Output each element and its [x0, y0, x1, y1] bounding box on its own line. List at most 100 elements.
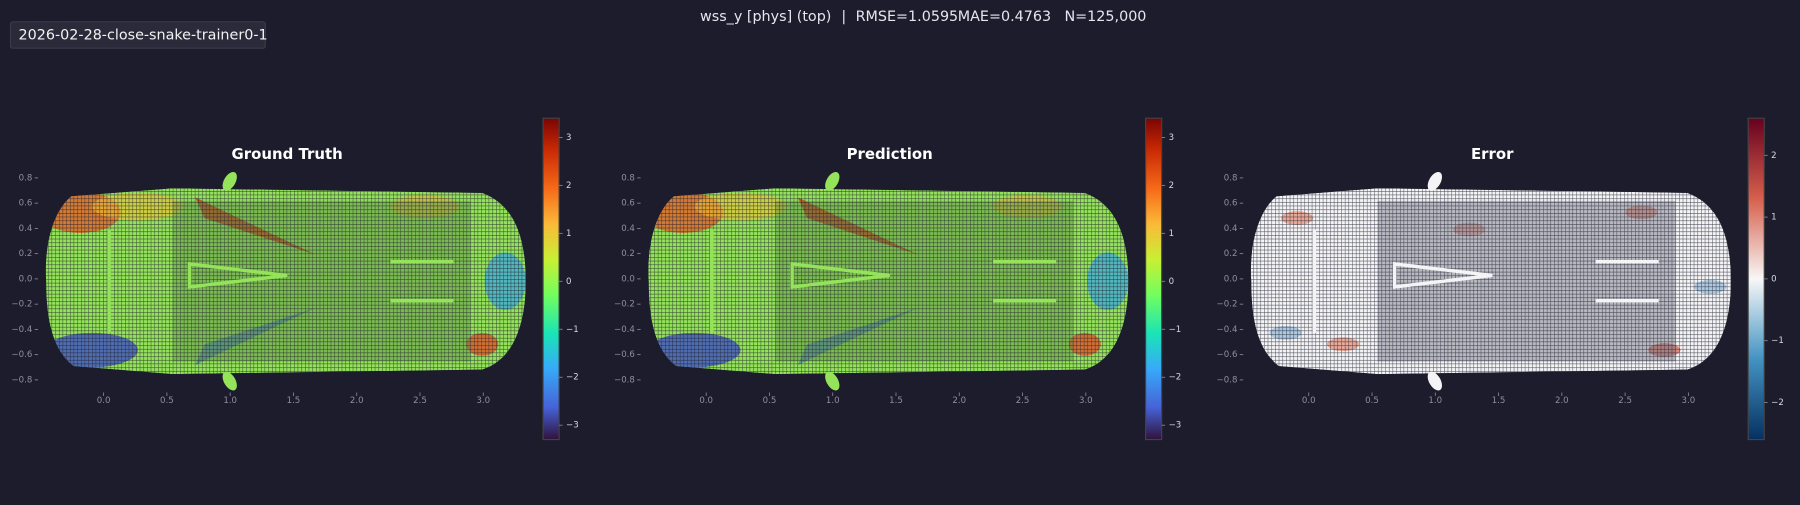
- colorbar-tick-label: −1: [1771, 336, 1784, 346]
- x-tick-label: 2.0: [350, 396, 364, 406]
- x-tick-label: 1.0: [223, 396, 237, 406]
- x-tick-label: 1.5: [889, 396, 903, 406]
- tag-box: [9, 21, 266, 49]
- colorbar-tick-label: −3: [1169, 421, 1182, 431]
- x-tick-label: 0.5: [763, 396, 777, 406]
- x-tick-label: 3.0: [1682, 396, 1696, 406]
- side-mirror: [222, 171, 237, 191]
- x-tick-label: 2.0: [1555, 396, 1569, 406]
- y-tick-label: 0.0: [19, 274, 33, 284]
- y-tick-label: 0.2: [1224, 249, 1238, 259]
- metric: RMSE=1.0595: [856, 9, 959, 25]
- car-cloud: [45, 188, 526, 375]
- x-tick-label: 1.0: [1428, 396, 1442, 406]
- colorbar-tick-label: 1: [1169, 229, 1174, 239]
- side-mirror: [825, 171, 840, 191]
- y-tick-label: −0.4: [614, 325, 635, 335]
- y-tick-label: 0.4: [621, 224, 635, 234]
- panel-title: Prediction: [847, 145, 933, 163]
- colorbar-tick-label: −3: [566, 421, 579, 431]
- y-tick-label: −0.8: [11, 375, 32, 385]
- colorbar-tick-label: −2: [566, 373, 579, 383]
- y-tick-label: 0.0: [1224, 274, 1238, 284]
- y-tick-label: −0.6: [614, 350, 635, 360]
- colorbar: [1145, 117, 1163, 441]
- y-tick-label: −0.4: [1217, 325, 1238, 335]
- side-mirror: [1427, 371, 1443, 391]
- y-tick-label: 0.6: [621, 199, 635, 209]
- x-tick-label: 1.5: [287, 396, 301, 406]
- y-tick-label: 0.8: [1224, 173, 1238, 183]
- y-tick-label: −0.8: [1217, 375, 1238, 385]
- car-structure: [1312, 229, 1659, 333]
- y-tick-label: −0.2: [614, 300, 635, 310]
- x-tick-label: 3.0: [476, 396, 490, 406]
- y-tick-label: 0.8: [19, 173, 33, 183]
- run-tag: 2026-02-28-close-snake-trainer0-1: [9, 21, 268, 49]
- x-tick-label: 2.5: [1618, 396, 1632, 406]
- y-tick-label: −0.8: [614, 375, 635, 385]
- car-structure: [107, 229, 454, 333]
- y-tick-label: −0.4: [11, 325, 32, 335]
- point-hatch: [648, 188, 1129, 375]
- y-tick-label: −0.2: [11, 300, 32, 310]
- colorbar-tick-label: 1: [566, 229, 571, 239]
- colorbar-tick-label: 0: [1169, 277, 1174, 287]
- car-cloud: [648, 188, 1129, 375]
- tag-text: 2026-02-28-close-snake-trainer0-1: [19, 28, 268, 44]
- y-tick-label: 0.6: [19, 199, 33, 209]
- y-tick-label: 0.2: [621, 249, 635, 259]
- colorbar-tick-label: 0: [566, 277, 571, 287]
- point-hatch: [1250, 188, 1731, 375]
- colorbar: [1747, 117, 1765, 441]
- x-tick-label: 0.0: [97, 396, 111, 406]
- y-tick-label: 0.8: [621, 173, 635, 183]
- y-tick-label: −0.6: [1217, 350, 1238, 360]
- x-tick-label: 0.0: [1302, 396, 1316, 406]
- colorbar-tick-label: 1: [1771, 213, 1776, 223]
- y-tick-label: 0.4: [1224, 224, 1238, 234]
- colorbar-tick-label: −2: [1771, 398, 1784, 408]
- colorbar-tick-label: 2: [1169, 181, 1174, 191]
- car-cloud: [1250, 188, 1731, 375]
- y-tick-label: 0.0: [621, 274, 635, 284]
- colorbar-tick-label: 2: [1771, 151, 1776, 161]
- y-tick-label: 0.6: [1224, 199, 1238, 209]
- header-title: wss_y [phys] (top): [700, 9, 831, 25]
- side-mirror: [222, 371, 237, 391]
- colorbar-tick-label: 3: [1169, 133, 1174, 143]
- colorbar-tick-label: 0: [1771, 274, 1776, 284]
- x-tick-label: 0.5: [160, 396, 174, 406]
- colorbar-tick-label: −1: [1169, 325, 1182, 335]
- panel-title: Error: [1471, 145, 1514, 163]
- colorbar-tick-label: 2: [566, 181, 571, 191]
- side-mirror: [1427, 171, 1443, 191]
- point-hatch: [45, 188, 526, 375]
- y-tick-label: −0.6: [11, 350, 32, 360]
- colorbar-tick-label: −2: [1169, 373, 1182, 383]
- x-tick-label: 2.5: [1016, 396, 1030, 406]
- metric: N=125,000: [1064, 9, 1146, 25]
- y-tick-label: −0.2: [1217, 300, 1238, 310]
- x-tick-label: 1.5: [1492, 396, 1506, 406]
- colorbar-tick-label: −1: [566, 325, 579, 335]
- x-tick-label: 0.5: [1365, 396, 1379, 406]
- y-tick-label: 0.2: [19, 249, 33, 259]
- colorbar-tick-label: 3: [566, 133, 571, 143]
- panel: Ground Truth 0.0 0.5 1.0 1.5 2.0 2.5 3.0 −0.8 −0.…: [11, 117, 579, 441]
- side-mirror: [825, 371, 840, 391]
- x-tick-label: 3.0: [1079, 396, 1093, 406]
- x-tick-label: 2.0: [952, 396, 966, 406]
- x-tick-label: 1.0: [826, 396, 840, 406]
- car-structure: [710, 229, 1057, 333]
- header-separator: |: [841, 9, 846, 25]
- colorbar: [542, 117, 560, 441]
- y-tick-label: 0.4: [19, 224, 33, 234]
- header: wss_y [phys] (top) | RMSE=1.0595 MAE=0.4…: [700, 9, 1146, 25]
- metric: MAE=0.4763: [958, 9, 1051, 25]
- panel: Error 0.0 0.5 1.0 1.5 2.0 2.5 3.0 −0.8 −0.6 −0.4 −0…: [1217, 117, 1784, 441]
- x-tick-label: 0.0: [699, 396, 713, 406]
- x-tick-label: 2.5: [413, 396, 427, 406]
- panel-title: Ground Truth: [232, 145, 343, 163]
